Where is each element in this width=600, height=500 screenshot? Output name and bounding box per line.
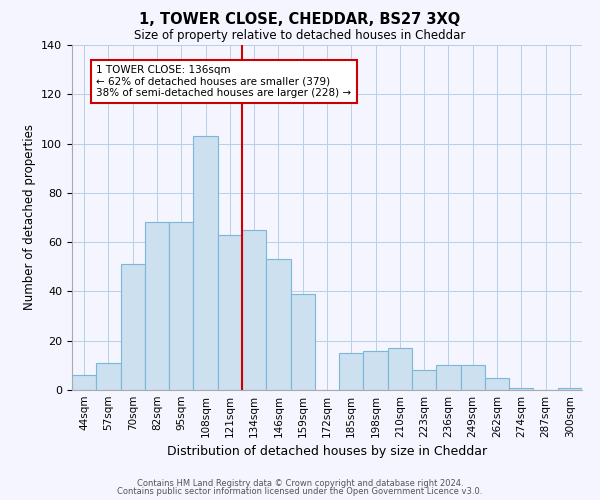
Bar [485,378,509,390]
Bar [509,388,533,390]
Bar [558,388,582,390]
X-axis label: Distribution of detached houses by size in Cheddar: Distribution of detached houses by size … [167,446,487,458]
Bar [169,222,193,390]
Bar [193,136,218,390]
Bar [436,366,461,390]
Text: Contains public sector information licensed under the Open Government Licence v3: Contains public sector information licen… [118,487,482,496]
Bar [364,350,388,390]
Bar [290,294,315,390]
Text: Size of property relative to detached houses in Cheddar: Size of property relative to detached ho… [134,29,466,42]
Bar [145,222,169,390]
Bar [121,264,145,390]
Bar [242,230,266,390]
Bar [96,363,121,390]
Bar [412,370,436,390]
Bar [218,235,242,390]
Text: 1, TOWER CLOSE, CHEDDAR, BS27 3XQ: 1, TOWER CLOSE, CHEDDAR, BS27 3XQ [139,12,461,28]
Bar [339,353,364,390]
Bar [461,366,485,390]
Text: Contains HM Land Registry data © Crown copyright and database right 2024.: Contains HM Land Registry data © Crown c… [137,478,463,488]
Y-axis label: Number of detached properties: Number of detached properties [23,124,35,310]
Bar [72,375,96,390]
Bar [266,260,290,390]
Bar [388,348,412,390]
Text: 1 TOWER CLOSE: 136sqm
← 62% of detached houses are smaller (379)
38% of semi-det: 1 TOWER CLOSE: 136sqm ← 62% of detached … [96,64,352,98]
